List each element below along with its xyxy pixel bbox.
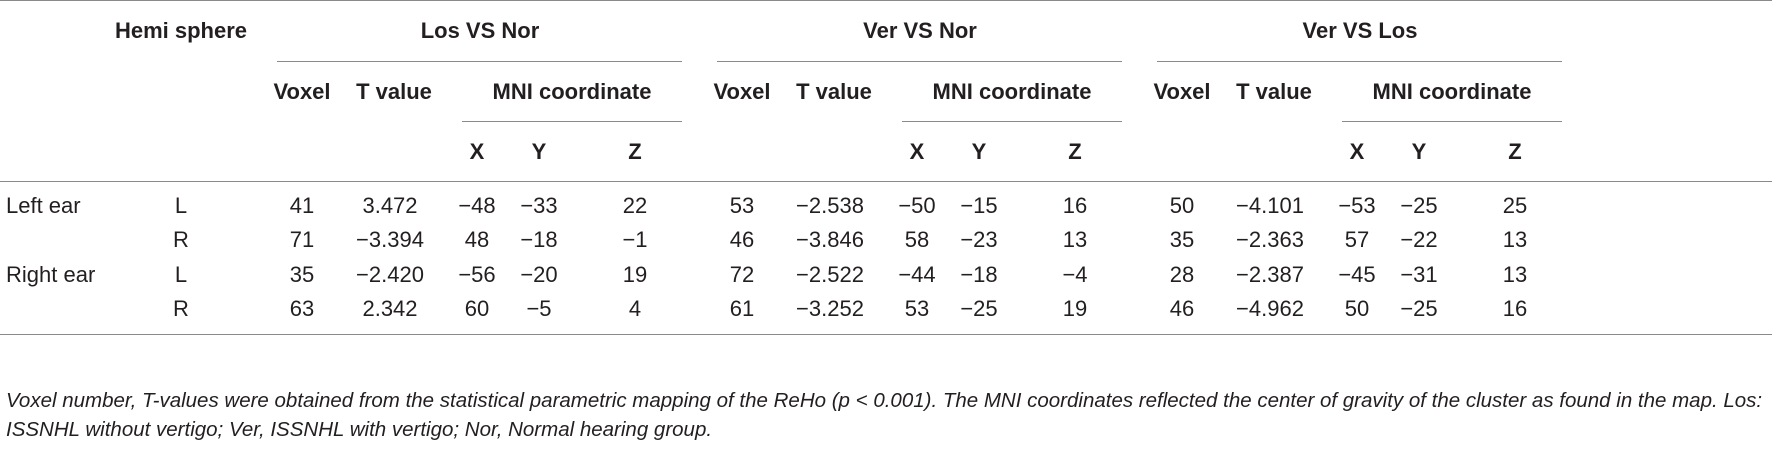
- value-cell: −15: [960, 193, 998, 218]
- value-cell: −3.252: [796, 296, 864, 321]
- x-header: X: [909, 139, 925, 164]
- value-cell: 22: [622, 193, 648, 218]
- value-cell: −3.846: [796, 227, 864, 252]
- value-cell: −2.363: [1236, 227, 1304, 252]
- value-cell: 71: [289, 227, 315, 252]
- value-cell: 2.342: [362, 296, 418, 321]
- mni-header: MNI coordinate: [492, 79, 652, 104]
- value-cell: 28: [1169, 262, 1195, 287]
- value-cell: 19: [622, 262, 648, 287]
- value-cell: −50: [898, 193, 936, 218]
- value-cell: 48: [464, 227, 490, 252]
- value-cell: 53: [904, 296, 930, 321]
- value-cell: 46: [729, 227, 755, 252]
- voxel-header: Voxel: [713, 79, 771, 104]
- value-cell: 41: [289, 193, 315, 218]
- group-title: Los VS Nor: [420, 18, 540, 43]
- header-rule: [0, 181, 1772, 182]
- side-cell: L: [174, 193, 188, 218]
- value-cell: 35: [1169, 227, 1195, 252]
- z-header: Z: [1508, 139, 1522, 164]
- value-cell: −23: [960, 227, 998, 252]
- value-cell: 13: [1502, 227, 1528, 252]
- value-cell: 13: [1502, 262, 1528, 287]
- value-cell: −31: [1400, 262, 1438, 287]
- value-cell: −25: [1400, 296, 1438, 321]
- region-cell: Right ear: [6, 262, 96, 287]
- value-cell: 50: [1169, 193, 1195, 218]
- mni-header: MNI coordinate: [932, 79, 1092, 104]
- mni-header: MNI coordinate: [1372, 79, 1532, 104]
- mni-rule: [902, 121, 1122, 122]
- value-cell: −25: [960, 296, 998, 321]
- value-cell: 60: [464, 296, 490, 321]
- region-cell: Left ear: [6, 193, 81, 218]
- value-cell: 3.472: [362, 193, 418, 218]
- side-cell: R: [173, 227, 189, 252]
- mni-rule: [462, 121, 682, 122]
- mni-rule: [1342, 121, 1562, 122]
- x-header: X: [1349, 139, 1365, 164]
- tvalue-header: T value: [796, 79, 872, 104]
- value-cell: −48: [458, 193, 496, 218]
- value-cell: −2.538: [796, 193, 864, 218]
- value-cell: −53: [1338, 193, 1376, 218]
- voxel-header: Voxel: [1153, 79, 1211, 104]
- value-cell: 19: [1062, 296, 1088, 321]
- bottom-rule: [0, 334, 1772, 335]
- group-title: Ver VS Los: [1302, 18, 1418, 43]
- value-cell: 35: [289, 262, 315, 287]
- value-cell: 25: [1502, 193, 1528, 218]
- value-cell: 50: [1344, 296, 1370, 321]
- top-rule: [0, 0, 1772, 1]
- side-cell: L: [174, 262, 188, 287]
- group-rule: [1157, 61, 1562, 62]
- value-cell: −2.420: [356, 262, 424, 287]
- y-header: Y: [531, 139, 547, 164]
- value-cell: 57: [1344, 227, 1370, 252]
- value-cell: −2.522: [796, 262, 864, 287]
- value-cell: −22: [1400, 227, 1438, 252]
- x-header: X: [469, 139, 485, 164]
- value-cell: −18: [520, 227, 558, 252]
- z-header: Z: [1068, 139, 1082, 164]
- hemisphere-header: Hemi sphere: [114, 18, 248, 43]
- value-cell: 13: [1062, 227, 1088, 252]
- value-cell: −4.962: [1236, 296, 1304, 321]
- side-cell: R: [173, 296, 189, 321]
- voxel-header: Voxel: [273, 79, 331, 104]
- value-cell: −44: [898, 262, 936, 287]
- tvalue-header: T value: [356, 79, 432, 104]
- value-cell: 53: [729, 193, 755, 218]
- value-cell: 4: [628, 296, 642, 321]
- value-cell: −18: [960, 262, 998, 287]
- group-rule: [277, 61, 682, 62]
- value-cell: −5: [526, 296, 552, 321]
- y-header: Y: [971, 139, 987, 164]
- table-footnote: Voxel number, T-values were obtained fro…: [6, 389, 1763, 441]
- value-cell: 63: [289, 296, 315, 321]
- value-cell: 46: [1169, 296, 1195, 321]
- group-rule: [717, 61, 1122, 62]
- value-cell: −4: [1062, 262, 1088, 287]
- value-cell: −33: [520, 193, 558, 218]
- value-cell: 16: [1062, 193, 1088, 218]
- value-cell: −4.101: [1236, 193, 1304, 218]
- value-cell: −2.387: [1236, 262, 1304, 287]
- value-cell: −56: [458, 262, 496, 287]
- z-header: Z: [628, 139, 642, 164]
- value-cell: 61: [729, 296, 755, 321]
- tvalue-header: T value: [1236, 79, 1312, 104]
- value-cell: −1: [622, 227, 648, 252]
- y-header: Y: [1411, 139, 1427, 164]
- value-cell: 58: [904, 227, 930, 252]
- value-cell: −45: [1338, 262, 1376, 287]
- value-cell: −20: [520, 262, 558, 287]
- value-cell: 16: [1502, 296, 1528, 321]
- group-title: Ver VS Nor: [863, 18, 977, 43]
- value-cell: −25: [1400, 193, 1438, 218]
- value-cell: −3.394: [356, 227, 424, 252]
- value-cell: 72: [729, 262, 755, 287]
